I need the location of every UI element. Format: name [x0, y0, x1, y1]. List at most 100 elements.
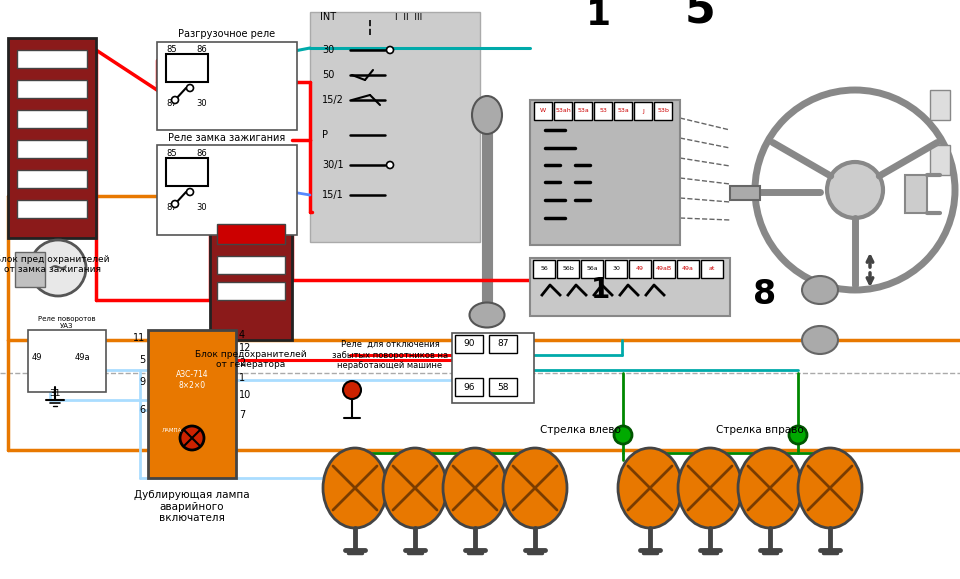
Bar — [530, 100, 680, 245]
Ellipse shape — [323, 448, 387, 528]
Text: 56: 56 — [540, 266, 548, 272]
Text: Блок предохранителей
от генератора: Блок предохранителей от генератора — [195, 350, 307, 369]
Text: Реле замка зажигания: Реле замка зажигания — [168, 133, 286, 143]
Text: P: P — [322, 130, 328, 140]
Circle shape — [387, 46, 394, 53]
Ellipse shape — [738, 448, 802, 528]
Ellipse shape — [802, 326, 838, 354]
Text: 56a: 56a — [587, 266, 598, 272]
Bar — [157, 145, 297, 235]
Text: 7: 7 — [239, 410, 245, 420]
Text: 53: 53 — [599, 108, 607, 113]
Text: 31: 31 — [49, 389, 60, 398]
Text: 49: 49 — [636, 266, 644, 272]
Text: 30/1: 30/1 — [322, 160, 344, 170]
Bar — [701, 260, 723, 278]
Bar — [905, 175, 927, 213]
Text: J: J — [642, 108, 644, 113]
Bar — [217, 256, 285, 274]
Text: W: W — [540, 108, 546, 113]
Bar — [455, 378, 483, 396]
Text: I  II  III: I II III — [395, 13, 422, 21]
Text: 15/1: 15/1 — [322, 190, 344, 200]
Text: 86: 86 — [197, 148, 207, 157]
Text: 53b: 53b — [657, 108, 669, 113]
Text: 49aB: 49aB — [656, 266, 672, 272]
Text: 53ah: 53ah — [555, 108, 571, 113]
Text: at: at — [708, 266, 715, 272]
Text: Блок пред охранителей
от замка зажигания: Блок пред охранителей от замка зажигания — [0, 255, 109, 274]
Text: 15/2: 15/2 — [322, 95, 344, 105]
Text: Дублирующая лампа
аварийного
включателя: Дублирующая лампа аварийного включателя — [134, 490, 250, 523]
Circle shape — [789, 426, 807, 444]
Bar — [148, 330, 236, 478]
Text: 1: 1 — [586, 0, 611, 32]
Bar — [310, 12, 480, 242]
Bar — [15, 252, 45, 287]
Text: 4: 4 — [239, 330, 245, 340]
Text: 30: 30 — [197, 203, 207, 212]
Bar — [554, 102, 572, 120]
Circle shape — [827, 162, 883, 218]
Text: 30: 30 — [322, 45, 334, 55]
Ellipse shape — [802, 276, 838, 304]
Ellipse shape — [472, 96, 502, 134]
Ellipse shape — [469, 302, 505, 328]
Text: Стрелка вправо: Стрелка вправо — [716, 425, 804, 435]
Text: 49: 49 — [32, 354, 42, 362]
Bar — [217, 224, 285, 244]
Text: 1: 1 — [239, 373, 245, 383]
Circle shape — [186, 189, 194, 196]
Text: 85: 85 — [167, 46, 178, 54]
Circle shape — [387, 162, 394, 168]
Bar — [574, 102, 592, 120]
Bar — [629, 260, 651, 278]
Bar — [17, 200, 87, 218]
Bar — [677, 260, 699, 278]
Bar — [530, 258, 730, 316]
Bar — [653, 260, 675, 278]
Ellipse shape — [618, 448, 682, 528]
Bar — [452, 333, 534, 403]
Text: 85: 85 — [167, 148, 178, 157]
Text: 49a: 49a — [682, 266, 694, 272]
Circle shape — [172, 97, 179, 104]
Text: 96: 96 — [464, 383, 475, 391]
Bar — [17, 110, 87, 128]
Bar — [17, 50, 87, 68]
Ellipse shape — [678, 448, 742, 528]
Circle shape — [186, 85, 194, 91]
Bar — [157, 42, 297, 130]
Ellipse shape — [503, 448, 567, 528]
Text: АЗС-714
8×2×0: АЗС-714 8×2×0 — [176, 371, 208, 390]
Bar — [8, 38, 96, 238]
Text: 53a: 53a — [617, 108, 629, 113]
Text: 49а: 49а — [74, 354, 90, 362]
Text: 10: 10 — [239, 390, 252, 400]
Bar — [634, 102, 652, 120]
Circle shape — [180, 426, 204, 450]
Text: 87: 87 — [167, 98, 178, 108]
Bar — [581, 260, 603, 278]
Text: 8: 8 — [754, 277, 777, 310]
Text: 30: 30 — [197, 98, 207, 108]
Circle shape — [172, 200, 179, 207]
Circle shape — [614, 426, 632, 444]
Text: 11: 11 — [132, 333, 145, 343]
Bar — [217, 282, 285, 300]
Bar — [17, 170, 87, 188]
Circle shape — [343, 381, 361, 399]
Circle shape — [755, 90, 955, 290]
Text: INT: INT — [320, 12, 336, 22]
Bar — [210, 215, 292, 340]
Bar — [594, 102, 612, 120]
Bar — [730, 186, 760, 200]
Bar — [17, 140, 87, 158]
Text: Реле поворотов
УАЗ: Реле поворотов УАЗ — [38, 317, 96, 329]
Text: ~: ~ — [48, 256, 68, 280]
Text: ЛАМПА: ЛАМПА — [162, 427, 182, 433]
Bar — [930, 145, 950, 175]
Text: 5: 5 — [139, 355, 145, 365]
Text: 2: 2 — [239, 358, 245, 368]
Bar — [534, 102, 552, 120]
